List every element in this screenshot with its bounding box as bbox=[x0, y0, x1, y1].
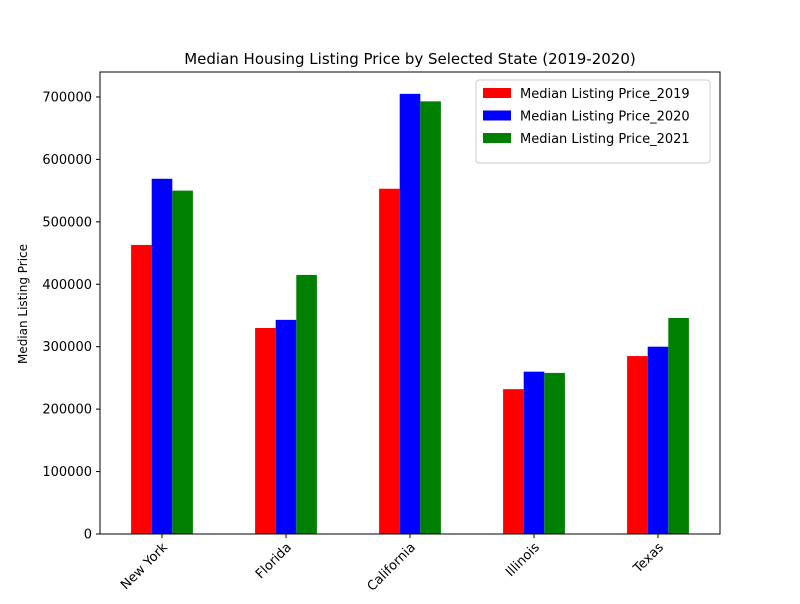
bar-new-york-series-1 bbox=[131, 244, 152, 534]
legend-label-series-3: Median Listing Price_2021 bbox=[520, 132, 690, 147]
legend-swatch-series-2 bbox=[483, 110, 511, 121]
y-tick-label: 300000 bbox=[42, 340, 92, 355]
legend: Median Listing Price_2019 Median Listing … bbox=[475, 79, 711, 164]
legend-swatch-series-1 bbox=[483, 88, 511, 98]
bar-california-series-2 bbox=[399, 93, 421, 534]
x-tick-label: Florida bbox=[253, 540, 295, 582]
bar-texas-series-2 bbox=[647, 346, 669, 534]
x-tick-label: Illinois bbox=[503, 540, 543, 580]
bar-new-york-series-3 bbox=[172, 190, 193, 534]
bar-florida-series-2 bbox=[275, 319, 297, 534]
y-axis-label: Median Listing Price bbox=[16, 244, 30, 364]
bar-texas-series-3 bbox=[668, 317, 689, 534]
legend-label-series-1: Median Listing Price_2019 bbox=[520, 87, 690, 102]
plot-area: 0 100000 200000 300000 400000 500000 600000 700… bbox=[42, 71, 721, 594]
x-tick-label: California bbox=[365, 540, 419, 594]
x-tick-label: New York bbox=[118, 540, 171, 593]
chart-title: Median Housing Listing Price by Selected… bbox=[184, 50, 636, 68]
bar-california-series-1 bbox=[379, 188, 400, 534]
y-tick-label: 100000 bbox=[42, 465, 92, 480]
y-tick-label: 500000 bbox=[42, 215, 92, 230]
bar-illinois-series-1 bbox=[503, 389, 524, 534]
y-tick-label: 400000 bbox=[42, 278, 92, 293]
bar-california-series-3 bbox=[420, 101, 441, 534]
y-tick-label: 0 bbox=[84, 528, 92, 543]
y-tick-label: 600000 bbox=[42, 153, 92, 168]
bar-illinois-series-3 bbox=[544, 372, 565, 534]
bar-illinois-series-2 bbox=[523, 371, 545, 534]
y-tick-label: 700000 bbox=[42, 90, 92, 105]
x-tick-label: Texas bbox=[630, 540, 667, 577]
bar-texas-series-1 bbox=[627, 356, 648, 534]
y-tick-label: 200000 bbox=[42, 403, 92, 418]
bar-new-york-series-2 bbox=[151, 178, 173, 534]
legend-box bbox=[475, 79, 711, 164]
bar-florida-series-1 bbox=[255, 327, 276, 534]
bar-florida-series-3 bbox=[296, 274, 317, 534]
legend-swatch-series-3 bbox=[483, 133, 511, 143]
legend-label-series-2: Median Listing Price_2020 bbox=[520, 110, 690, 125]
